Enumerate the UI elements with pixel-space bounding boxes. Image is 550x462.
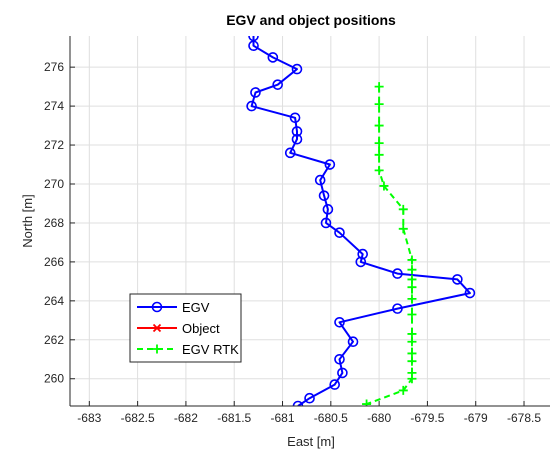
axes <box>69 36 550 407</box>
x-tick-label: -681.5 <box>217 411 251 425</box>
data-point-egv <box>267 52 279 63</box>
x-tick-label: -680 <box>367 411 391 425</box>
data-point-egv-rtk <box>407 294 417 304</box>
y-tick-label: 272 <box>44 138 64 152</box>
data-point-egv <box>291 63 303 75</box>
data-point-egv <box>320 217 332 229</box>
legend-marker-object <box>152 323 162 333</box>
data-point-egv-rtk <box>407 274 417 284</box>
legend-label-egv: EGV <box>182 300 210 315</box>
data-point-egv-rtk <box>407 265 417 275</box>
data-point-egv <box>392 303 403 314</box>
data-point-egv-rtk <box>374 150 384 160</box>
x-tick-label: -679 <box>464 411 488 425</box>
data-point-egv-rtk <box>398 385 408 395</box>
legend: EGV Object EGV RTK <box>129 293 242 363</box>
data-point-egv <box>284 147 296 159</box>
data-point-egv <box>392 268 403 279</box>
data-point-egv-rtk <box>398 204 408 214</box>
legend-label-egv-rtk: EGV RTK <box>182 342 239 357</box>
data-point-egv-rtk <box>407 255 417 265</box>
data-point-egv <box>337 367 348 379</box>
data-point-egv <box>292 400 304 406</box>
y-tick-label: 274 <box>44 99 64 113</box>
legend-marker-egv-rtk <box>152 344 162 354</box>
y-tick-label: 270 <box>44 177 64 191</box>
data-point-egv <box>246 100 257 112</box>
data-point-egv-rtk <box>407 337 417 347</box>
data-point-egv-rtk <box>362 399 372 406</box>
data-point-egv <box>272 79 283 90</box>
legend-marker-egv <box>151 301 163 313</box>
x-tick-labels: -683 -682.5 -682 -681.5 -681 -680.5 -680 -679.5… <box>77 411 541 425</box>
data-point-egv <box>291 133 303 145</box>
y-axis-label: North [m] <box>20 194 35 247</box>
data-point-egv-rtk <box>407 348 417 358</box>
y-tick-label: 276 <box>44 60 64 74</box>
data-point-egv <box>304 392 315 404</box>
data-point-egv <box>334 316 345 328</box>
data-point-egv-rtk <box>374 82 384 92</box>
y-tick-label: 264 <box>44 294 64 308</box>
data-point-egv-rtk <box>374 165 384 175</box>
grid <box>70 36 550 406</box>
data-point-egv-rtk <box>379 181 389 191</box>
data-point-egv-rtk <box>374 138 384 148</box>
data-point-egv <box>452 274 463 285</box>
series-clip-group <box>246 36 476 406</box>
x-tick-label: -678.5 <box>507 411 541 425</box>
data-point-egv <box>291 126 303 137</box>
data-point-egv <box>248 40 259 52</box>
x-tick-label: -682.5 <box>121 411 155 425</box>
data-point-egv-rtk <box>398 224 408 234</box>
data-point-egv <box>347 336 359 348</box>
legend-label-object: Object <box>182 321 220 336</box>
legend-entry-object: Object <box>137 321 220 336</box>
series-layer <box>246 36 476 406</box>
y-tick-label: 266 <box>44 255 64 269</box>
data-point-egv <box>289 112 301 124</box>
x-axis-label: East [m] <box>287 434 335 449</box>
x-tick-label: -681 <box>271 411 295 425</box>
data-point-egv <box>464 287 476 299</box>
x-tick-label: -682 <box>174 411 198 425</box>
data-point-egv <box>314 174 326 186</box>
data-point-egv-rtk <box>407 329 417 339</box>
data-point-egv <box>334 227 345 238</box>
data-point-egv <box>329 379 340 390</box>
y-tick-labels: 260 262 264 266 268 270 272 274 276 <box>44 60 64 386</box>
data-point-egv <box>322 204 334 215</box>
y-tick-label: 260 <box>44 372 64 386</box>
data-point-egv-rtk <box>407 356 417 366</box>
legend-entry-egv-rtk: EGV RTK <box>137 342 239 357</box>
data-point-egv-rtk <box>407 374 417 384</box>
x-tick-label: -679.5 <box>410 411 444 425</box>
data-point-egv <box>250 87 261 98</box>
data-point-egv-rtk <box>374 121 384 131</box>
legend-entry-egv: EGV <box>137 300 210 315</box>
data-point-egv <box>357 248 368 260</box>
data-point-egv-rtk <box>374 99 384 109</box>
chart-title: EGV and object positions <box>226 12 396 28</box>
data-point-egv <box>334 353 345 365</box>
data-point-egv-rtk <box>407 309 417 319</box>
data-point-egv-rtk <box>407 282 417 292</box>
x-tick-label: -683 <box>77 411 101 425</box>
x-tick-label: -680.5 <box>314 411 348 425</box>
data-point-egv <box>355 256 367 268</box>
data-point-egv <box>318 190 330 201</box>
y-tick-label: 262 <box>44 333 64 347</box>
data-point-egv <box>324 159 336 170</box>
y-tick-label: 268 <box>44 216 64 230</box>
